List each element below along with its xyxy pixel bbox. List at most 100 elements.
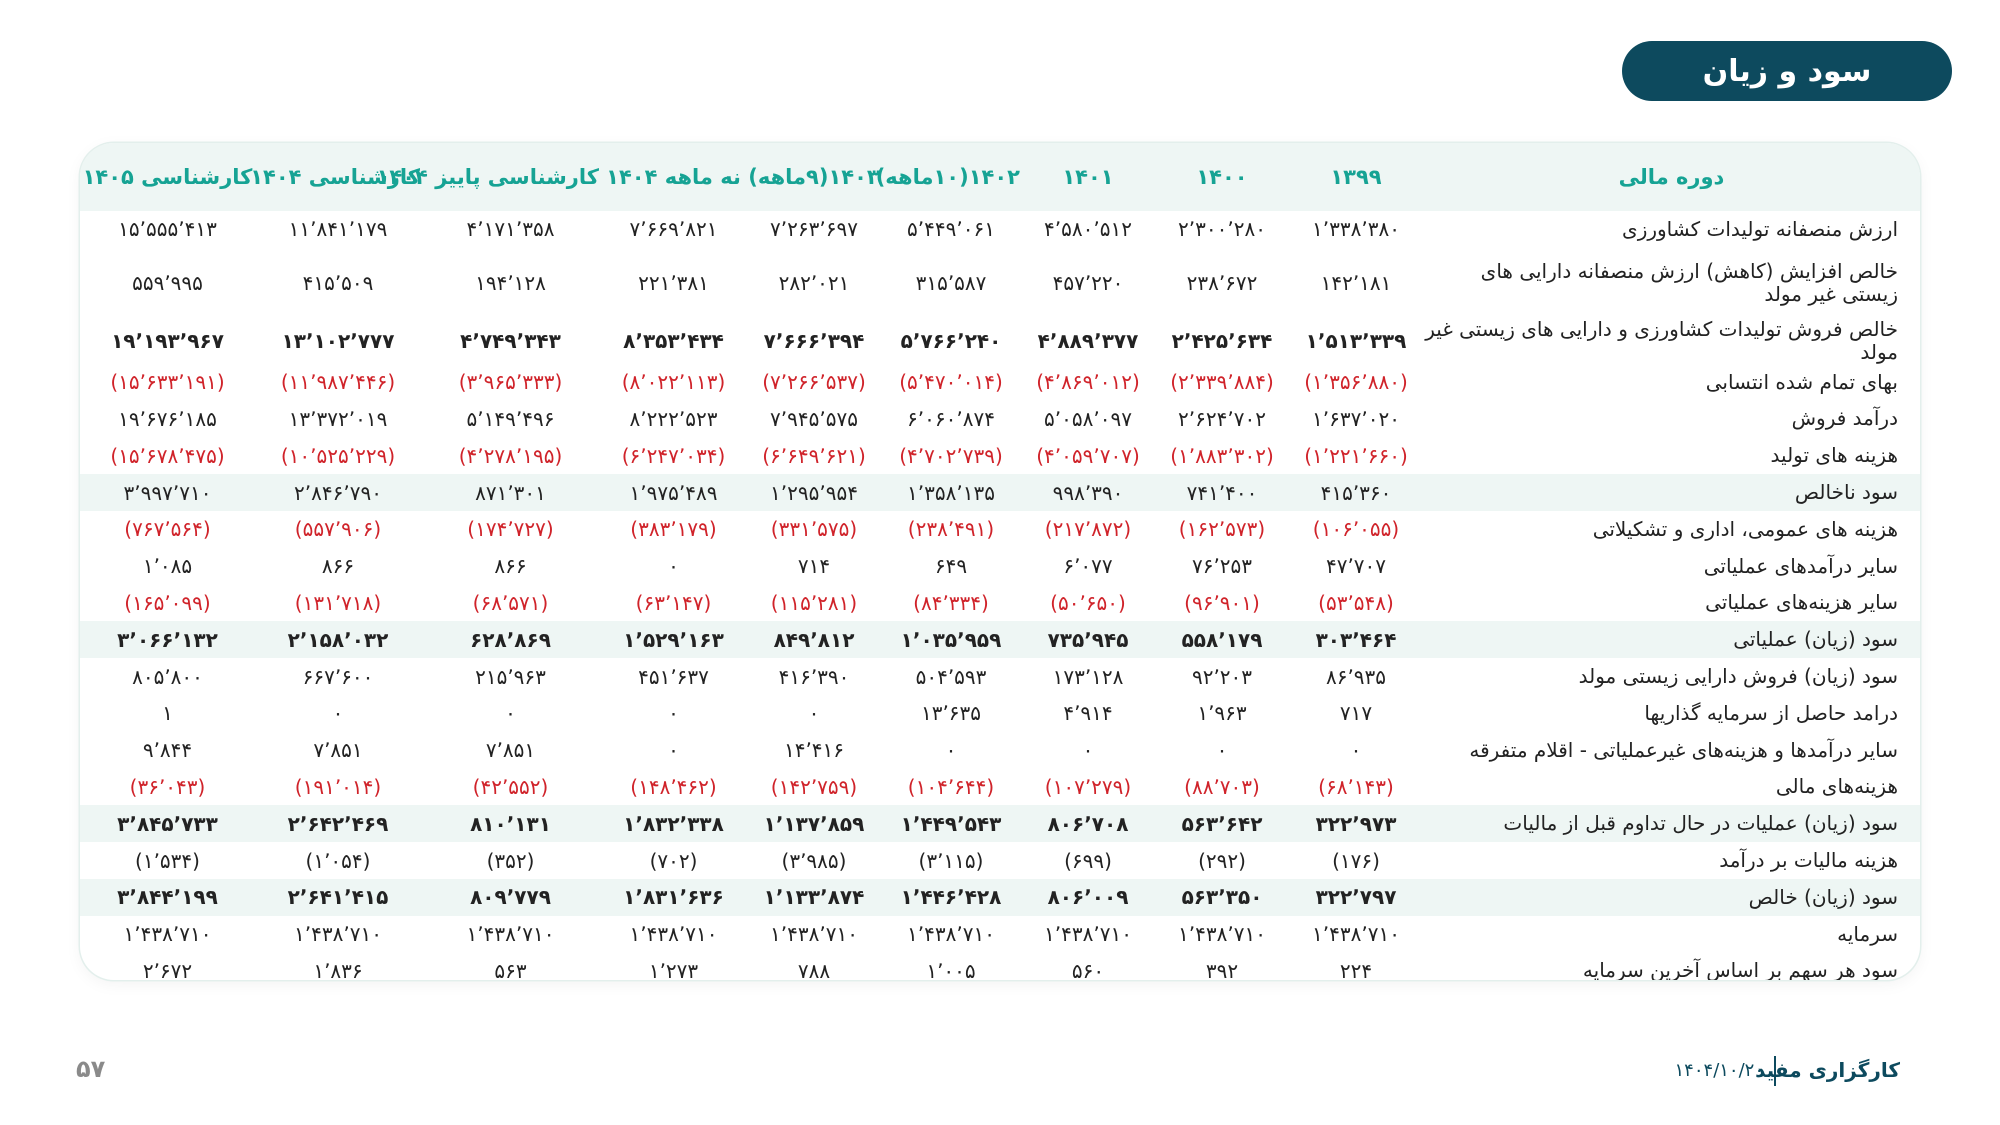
cell-value: ۵٬۰۵۸٬۰۹۷ — [1044, 406, 1132, 431]
cell-value: ۷۱۴ — [797, 554, 831, 579]
header-cell: نه ماهه ۱۴۰۴ — [606, 165, 741, 189]
cell-value: ۷٬۸۵۱ — [485, 738, 536, 763]
cell-value: ۱٬۸۳۶ — [313, 958, 363, 980]
cell-value: (۶۹۹) — [1064, 848, 1112, 873]
cell-value: ۱٬۴۳۸٬۷۱۰ — [1178, 922, 1266, 947]
cell-value: (۱۰۷٬۲۷۹) — [1044, 774, 1132, 799]
cell-value: ۴٬۷۴۹٬۳۴۳ — [460, 328, 561, 353]
cell-value: ۵۶۳ — [494, 958, 527, 980]
table-row: سود (زیان) فروش دارایی زیستی مولد ۸۶٬۹۳۵ ۹… — [80, 658, 1920, 695]
cell-value: (۵۳٬۵۴۸) — [1318, 590, 1394, 615]
cell-value: ۵۰۴٬۵۹۳ — [915, 664, 987, 689]
cell-value: ۰ — [668, 738, 679, 763]
cell-value: ۰ — [945, 738, 957, 763]
cell-value: (۱٬۳۵۶٬۸۸۰) — [1304, 370, 1408, 395]
cell-value: ۴٬۸۸۹٬۳۷۷ — [1037, 328, 1139, 353]
table-row: سود (زیان) عملیاتی ۳۰۳٬۴۶۴ ۵۵۸٬۱۷۹ ۷۳۵٬۹۴۵ ۱… — [80, 621, 1920, 659]
cell-value: ۱٬۰۰۵ — [926, 958, 976, 980]
cell-value: ۸۶٬۹۳۵ — [1325, 664, 1387, 689]
cell-value: (۱۰۴٬۶۴۴) — [907, 774, 995, 799]
cell-value: (۶٬۲۴۷٬۰۳۴) — [621, 443, 726, 468]
cell-value: ۷٬۲۶۳٬۶۹۷ — [770, 217, 858, 242]
cell-value: ۳٬۰۶۶٬۱۳۲ — [117, 627, 218, 652]
table-body: ارزش منصفانه تولیدات کشاورزی ۱٬۳۳۸٬۳۸۰ ۲٬۳… — [80, 211, 1920, 980]
cell-value: ۱٬۲۹۵٬۹۵۴ — [770, 480, 858, 505]
cell-value: ۷۱۷ — [1339, 701, 1373, 726]
cell-value: ۱٬۱۳۷٬۸۵۹ — [763, 811, 865, 836]
cell-value: ۶٬۰۶۰٬۸۷۴ — [907, 406, 995, 431]
cell-value: ۰ — [1082, 738, 1094, 763]
cell-value: ۷۸۸ — [797, 958, 831, 980]
cell-value: (۶۸٬۵۷۱) — [472, 590, 549, 615]
cell-value: (۱۷۴٬۷۲۷) — [467, 517, 554, 542]
cell-value: ۳۲۲٬۹۷۳ — [1315, 811, 1397, 836]
cell-value: ۶۲۸٬۸۶۹ — [470, 627, 551, 652]
cell-value: (۱۹۱٬۰۱۴) — [294, 774, 382, 799]
cell-value: ۲٬۱۵۸٬۰۳۲ — [287, 627, 389, 652]
header-cell: ۱۳۹۹ — [1330, 165, 1382, 189]
cell-value: (۳٬۱۱۵) — [918, 848, 984, 873]
cell-value: ۷٬۸۵۱ — [313, 738, 363, 763]
cell-value: (۸٬۰۲۲٬۱۱۳) — [621, 370, 726, 395]
cell-value: ۲٬۶۴۲٬۴۶۹ — [287, 811, 389, 836]
cell-value: ۱٬۸۳۱٬۶۳۶ — [623, 885, 724, 910]
table-row: سایر هزینه‌های عملیاتی (۵۳٬۵۴۸) (۹۶٬۹۰۱) (۵… — [80, 585, 1920, 622]
cell-value: ۱٬۹۶۳ — [1197, 701, 1247, 726]
row-label: سود ناخالص — [1794, 480, 1898, 505]
cell-value: (۳٬۹۶۵٬۳۳۳) — [458, 370, 563, 395]
row-label: سرمایه — [1837, 921, 1898, 946]
table-card: دوره مالی ۱۳۹۹ ۱۴۰۰ ۱۴۰۱ ۱۴۰۲(۱۰ماهه) ۱۴۰۳(۹م… — [80, 143, 1920, 980]
table-row: درآمد فروش ۱٬۶۳۷٬۰۲۰ ۲٬۶۲۴٬۷۰۲ ۵٬۰۵۸٬۰۹۷ ۶٬۰… — [80, 401, 1920, 438]
table-row: سود (زیان) عملیات در حال تداوم قبل از ما… — [80, 805, 1920, 843]
header-label: دوره مالی — [1618, 165, 1725, 189]
row-label: هزینه های تولید — [1770, 443, 1898, 468]
cell-value: ۷۴۱٬۴۰۰ — [1186, 480, 1258, 505]
table-row: خالص افزایش (کاهش) ارزش منصفانه دارایی ه… — [80, 248, 1920, 318]
row-label: سود (زیان) خالص — [1748, 884, 1898, 909]
cell-value: ۲۳۸٬۶۷۲ — [1186, 270, 1258, 295]
brand: کارگزاری مفید — [1755, 1058, 1900, 1082]
cell-value: (۱۱۵٬۲۸۱) — [770, 590, 858, 615]
cell-value: ۹۹۸٬۳۹۰ — [1052, 480, 1124, 505]
cell-value: (۱۰٬۵۲۵٬۲۲۹) — [280, 443, 396, 468]
cell-value: ۶۴۹ — [934, 554, 968, 579]
title: سود و زیان — [1622, 41, 1952, 101]
cell-value: (۵۰٬۶۵۰) — [1050, 590, 1126, 615]
cell-value: ۱٬۴۳۸٬۷۱۰ — [294, 922, 382, 947]
cell-value: (۱۴۸٬۴۶۲) — [630, 774, 717, 799]
row-label: درآمد فروش — [1791, 406, 1898, 431]
row-label: سود (زیان) عملیات در حال تداوم قبل از ما… — [1503, 811, 1898, 836]
cell-value: ۱٬۸۳۲٬۳۳۸ — [623, 811, 724, 836]
cell-value: ۰ — [808, 701, 820, 726]
row-label: ارزش منصفانه تولیدات کشاورزی — [1622, 216, 1898, 241]
cell-value: ۲٬۶۲۴٬۷۰۲ — [1178, 406, 1266, 431]
row-label: سود (زیان) عملیاتی — [1733, 627, 1898, 652]
cell-value: (۱٬۵۳۴) — [135, 848, 200, 873]
cell-value: (۱۵٬۶۳۳٬۱۹۱) — [110, 370, 225, 395]
table-row: هزینه های عمومی، اداری و تشکیلاتی (۱۰۶٬۰۵… — [80, 511, 1920, 548]
cell-value: ۴۵۱٬۶۳۷ — [638, 664, 709, 689]
cell-value: (۳۵۲) — [486, 848, 535, 873]
table-row: سود (زیان) خالص ۳۲۲٬۷۹۷ ۵۶۳٬۳۵۰ ۸۰۶٬۰۰۹ ۱٬۴۴… — [80, 878, 1920, 916]
cell-value: (۷۶۷٬۵۶۴) — [124, 517, 211, 542]
row-label: سایر درآمدها و هزینه‌های غیرعملیاتی - اق… — [1469, 737, 1898, 762]
cell-value: (۵۵۷٬۹۰۶) — [294, 517, 382, 542]
cell-value: (۷٬۲۶۶٬۵۳۷) — [762, 370, 866, 395]
cell-value: ۷٬۶۶۹٬۸۲۱ — [629, 217, 718, 242]
header-cell: ۱۴۰۰ — [1196, 165, 1248, 189]
table-row: بهای تمام شده انتسابی (۱٬۳۵۶٬۸۸۰) (۲٬۳۳۹٬۸… — [80, 364, 1920, 401]
cell-value: (۱٬۸۸۳٬۳۰۲) — [1170, 443, 1274, 468]
cell-value: ۱٬۹۷۵٬۴۸۹ — [629, 480, 718, 505]
header-cell: کارشناسی ۱۴۰۴ — [250, 165, 420, 189]
cell-value: (۹۶٬۹۰۱) — [1184, 590, 1260, 615]
cell-value: ۱٬۵۲۹٬۱۶۳ — [623, 627, 724, 652]
cell-value: ۷٬۹۴۵٬۵۷۵ — [770, 406, 858, 431]
cell-value: ۲۲۴ — [1339, 958, 1373, 980]
cell-value: ۱٬۴۳۸٬۷۱۰ — [770, 922, 858, 947]
cell-value: ۱۳٬۳۷۲٬۰۱۹ — [288, 406, 388, 431]
cell-value: ۷۳۵٬۹۴۵ — [1047, 627, 1129, 652]
cell-value: (۱۳۱٬۷۱۸) — [294, 590, 382, 615]
cell-value: ۵۶۳٬۶۴۲ — [1181, 811, 1263, 836]
cell-value: ۵۶۰ — [1071, 958, 1105, 980]
